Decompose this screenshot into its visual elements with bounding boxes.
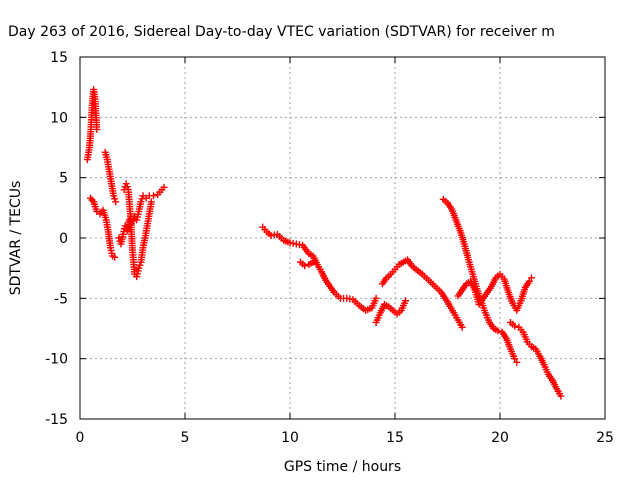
- data-point-markers: [378, 256, 466, 331]
- series-arc-5: [439, 195, 521, 366]
- series-arc-4: [378, 256, 466, 331]
- grid: [80, 57, 605, 419]
- y-axis-label: SDTVAR / TECUs: [8, 181, 24, 296]
- series-arc-2b: [297, 258, 317, 270]
- data-point-markers: [120, 180, 155, 281]
- x-tick-label: 0: [76, 430, 85, 446]
- chart-title: Day 263 of 2016, Sidereal Day-to-day VTE…: [8, 24, 555, 40]
- series-arc-1c: [101, 148, 120, 206]
- data-point-markers: [372, 297, 409, 326]
- x-tick-label: 5: [181, 430, 190, 446]
- x-tick-label: 10: [281, 430, 299, 446]
- x-axis-label: GPS time / hours: [284, 459, 401, 475]
- x-tick-label: 15: [386, 430, 404, 446]
- y-tick-label: -15: [45, 412, 68, 428]
- data-point-markers: [115, 183, 168, 248]
- data-point-markers: [439, 195, 521, 366]
- series-arc-1e: [120, 180, 155, 281]
- axis-ticks: 0 5 10 15 20 25 -15 -10 -5 0 5 10 15: [45, 50, 614, 446]
- data-point-markers: [87, 194, 119, 261]
- y-tick-label: 10: [50, 110, 68, 126]
- data-point-markers: [259, 223, 380, 314]
- series-arc-3: [372, 297, 409, 326]
- series-arc-7: [507, 318, 565, 400]
- series-arc-2: [259, 223, 380, 314]
- data-point-markers: [454, 270, 535, 314]
- y-tick-label: -10: [45, 352, 68, 368]
- x-tick-label: 25: [596, 430, 614, 446]
- series-arc-1a: [83, 86, 101, 164]
- y-tick-label: 15: [50, 50, 68, 66]
- series-arc-1d: [115, 183, 168, 248]
- y-tick-label: 0: [59, 231, 68, 247]
- y-tick-label: -5: [54, 291, 68, 307]
- x-tick-label: 20: [491, 430, 509, 446]
- data-point-markers: [83, 86, 101, 164]
- data-point-markers: [101, 148, 120, 206]
- data-point-markers: [507, 318, 565, 400]
- data-marks: [83, 86, 565, 400]
- data-point-markers: [297, 258, 317, 270]
- series-arc-1b: [87, 194, 119, 261]
- series-arc-6: [454, 270, 535, 314]
- y-tick-label: 5: [59, 171, 68, 187]
